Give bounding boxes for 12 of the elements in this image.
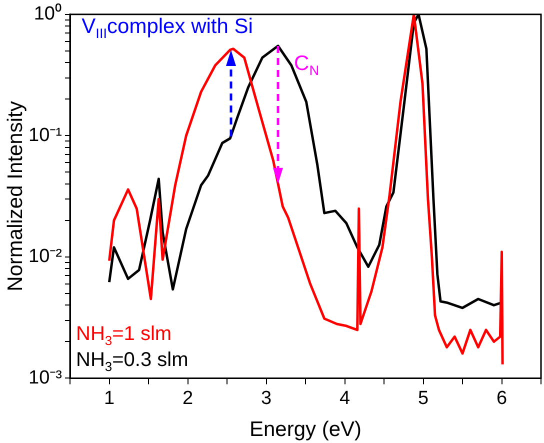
y-tick-label: 10⁻¹ (28, 124, 62, 146)
y-tick-label: 10⁰ (34, 2, 62, 25)
x-tick-label: 4 (339, 388, 350, 409)
x-axis-title: Energy (eV) (249, 418, 362, 441)
y-tick-label: 10⁻³ (28, 367, 62, 388)
y-axis-title: Normalized Intensity (4, 100, 27, 292)
x-tick-label: 3 (260, 388, 272, 409)
x-tick-label: 6 (496, 388, 508, 409)
x-tick-label: 2 (182, 388, 194, 409)
x-tick-label: 5 (418, 388, 429, 409)
y-tick-label: 10⁻² (28, 246, 62, 268)
x-tick-label: 1 (104, 388, 115, 409)
